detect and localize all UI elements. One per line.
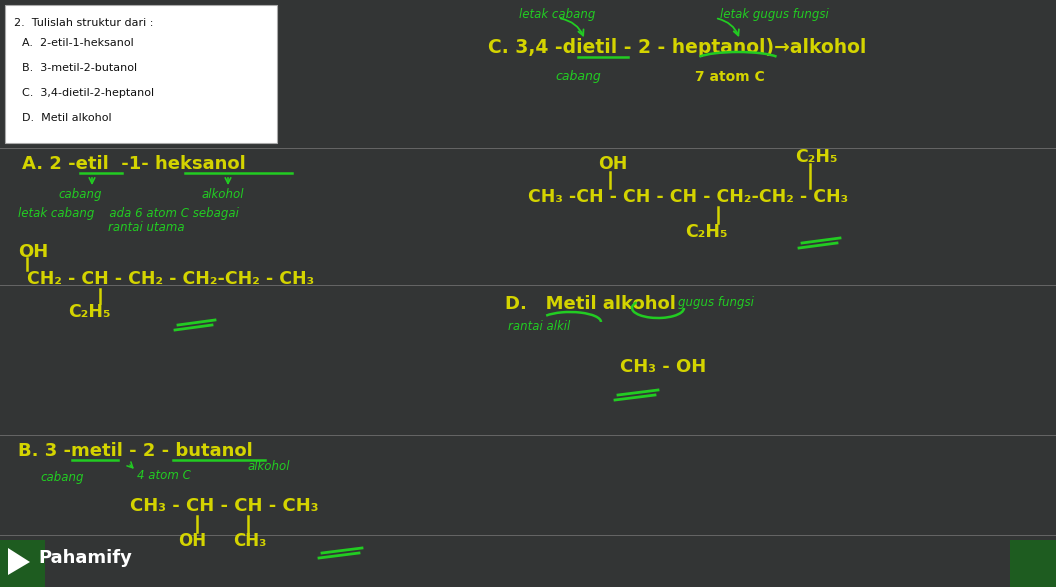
Text: OH: OH (178, 532, 206, 550)
Text: gugus fungsi: gugus fungsi (678, 296, 754, 309)
Text: B. 3 -metil - 2 - butanol: B. 3 -metil - 2 - butanol (18, 442, 252, 460)
Text: letak cabang: letak cabang (518, 8, 596, 21)
Text: C₂H₅: C₂H₅ (685, 223, 728, 241)
Text: C. 3,4 -dietil - 2 - heptanol)→alkohol: C. 3,4 -dietil - 2 - heptanol)→alkohol (488, 38, 866, 57)
Text: alkohol: alkohol (202, 188, 245, 201)
Text: 4 atom C: 4 atom C (137, 469, 191, 482)
Text: 2.  Tulislah struktur dari :: 2. Tulislah struktur dari : (14, 18, 153, 28)
Text: OH: OH (598, 155, 627, 173)
Text: A. 2 -etil  -1- heksanol: A. 2 -etil -1- heksanol (22, 155, 246, 173)
Text: cabang: cabang (40, 471, 83, 484)
Text: rantai utama: rantai utama (108, 221, 185, 234)
Text: OH: OH (18, 243, 49, 261)
Text: CH₂ - CH - CH₂ - CH₂-CH₂ - CH₃: CH₂ - CH - CH₂ - CH₂-CH₂ - CH₃ (27, 270, 314, 288)
FancyBboxPatch shape (5, 5, 277, 143)
FancyBboxPatch shape (1010, 540, 1056, 587)
Text: Pahamify: Pahamify (38, 549, 132, 567)
Text: CH₃ - OH: CH₃ - OH (620, 358, 706, 376)
Text: cabang: cabang (58, 188, 101, 201)
Polygon shape (8, 548, 30, 575)
Text: letak gugus fungsi: letak gugus fungsi (720, 8, 829, 21)
Text: D.   Metil alkohol: D. Metil alkohol (505, 295, 676, 313)
Text: C₂H₅: C₂H₅ (68, 303, 111, 321)
Text: CH₃ - CH - CH - CH₃: CH₃ - CH - CH - CH₃ (130, 497, 319, 515)
Text: rantai alkil: rantai alkil (508, 320, 570, 333)
Text: D.  Metil alkohol: D. Metil alkohol (22, 113, 112, 123)
Text: B.  3-metil-2-butanol: B. 3-metil-2-butanol (22, 63, 137, 73)
Text: letak cabang    ada 6 atom C sebagai: letak cabang ada 6 atom C sebagai (18, 207, 239, 220)
Text: 7 atom C: 7 atom C (695, 70, 765, 84)
Text: alkohol: alkohol (248, 460, 290, 473)
Text: C.  3,4-dietil-2-heptanol: C. 3,4-dietil-2-heptanol (22, 88, 154, 98)
Text: cabang: cabang (555, 70, 601, 83)
Text: CH₃: CH₃ (233, 532, 266, 550)
FancyBboxPatch shape (0, 540, 45, 587)
Text: A.  2-etil-1-heksanol: A. 2-etil-1-heksanol (22, 38, 134, 48)
Text: C₂H₅: C₂H₅ (795, 148, 837, 166)
Text: CH₃ -CH - CH - CH - CH₂-CH₂ - CH₃: CH₃ -CH - CH - CH - CH₂-CH₂ - CH₃ (528, 188, 848, 206)
